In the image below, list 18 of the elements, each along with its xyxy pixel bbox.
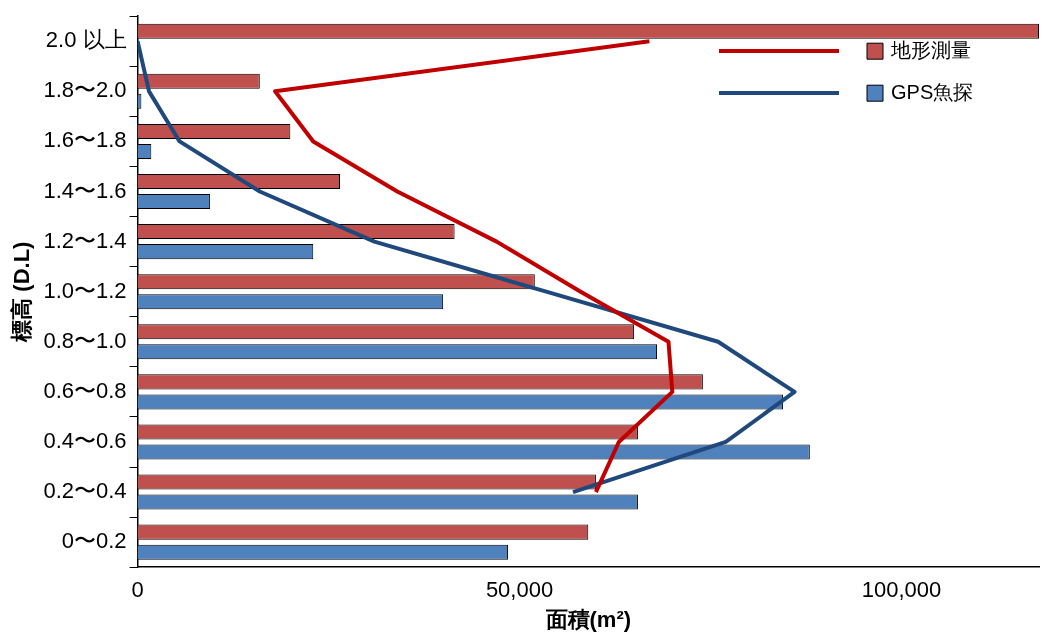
y-tick-label: 1.8〜2.0 bbox=[43, 77, 127, 103]
legend-label: GPS魚探 bbox=[891, 80, 974, 103]
y-tick-label: 1.2〜1.4 bbox=[43, 227, 127, 253]
x-tick-label: 50,000 bbox=[485, 577, 554, 603]
y-tick-label: 0.2〜0.4 bbox=[43, 478, 127, 504]
y-tick-label: 1.4〜1.6 bbox=[43, 177, 127, 203]
y-tick-label: 0.6〜0.8 bbox=[43, 377, 127, 403]
x-axis-title: 面積(m²) bbox=[544, 606, 632, 632]
x-tick-label: 100,000 bbox=[861, 577, 942, 603]
y-tick-label: 1.6〜1.8 bbox=[43, 127, 127, 153]
y-tick-label: 1.0〜1.2 bbox=[43, 277, 127, 303]
y-tick-label: 0.8〜1.0 bbox=[43, 327, 127, 353]
x-tick-label: 0 bbox=[131, 577, 144, 603]
y-tick-label: 0.4〜0.6 bbox=[43, 428, 127, 454]
y-axis-title: 標高 (D.L) bbox=[9, 241, 35, 343]
y-tick-label: 2.0 以上 bbox=[45, 27, 127, 53]
y-tick-label: 0〜0.2 bbox=[61, 528, 127, 554]
legend-label: 地形測量 bbox=[890, 38, 971, 61]
